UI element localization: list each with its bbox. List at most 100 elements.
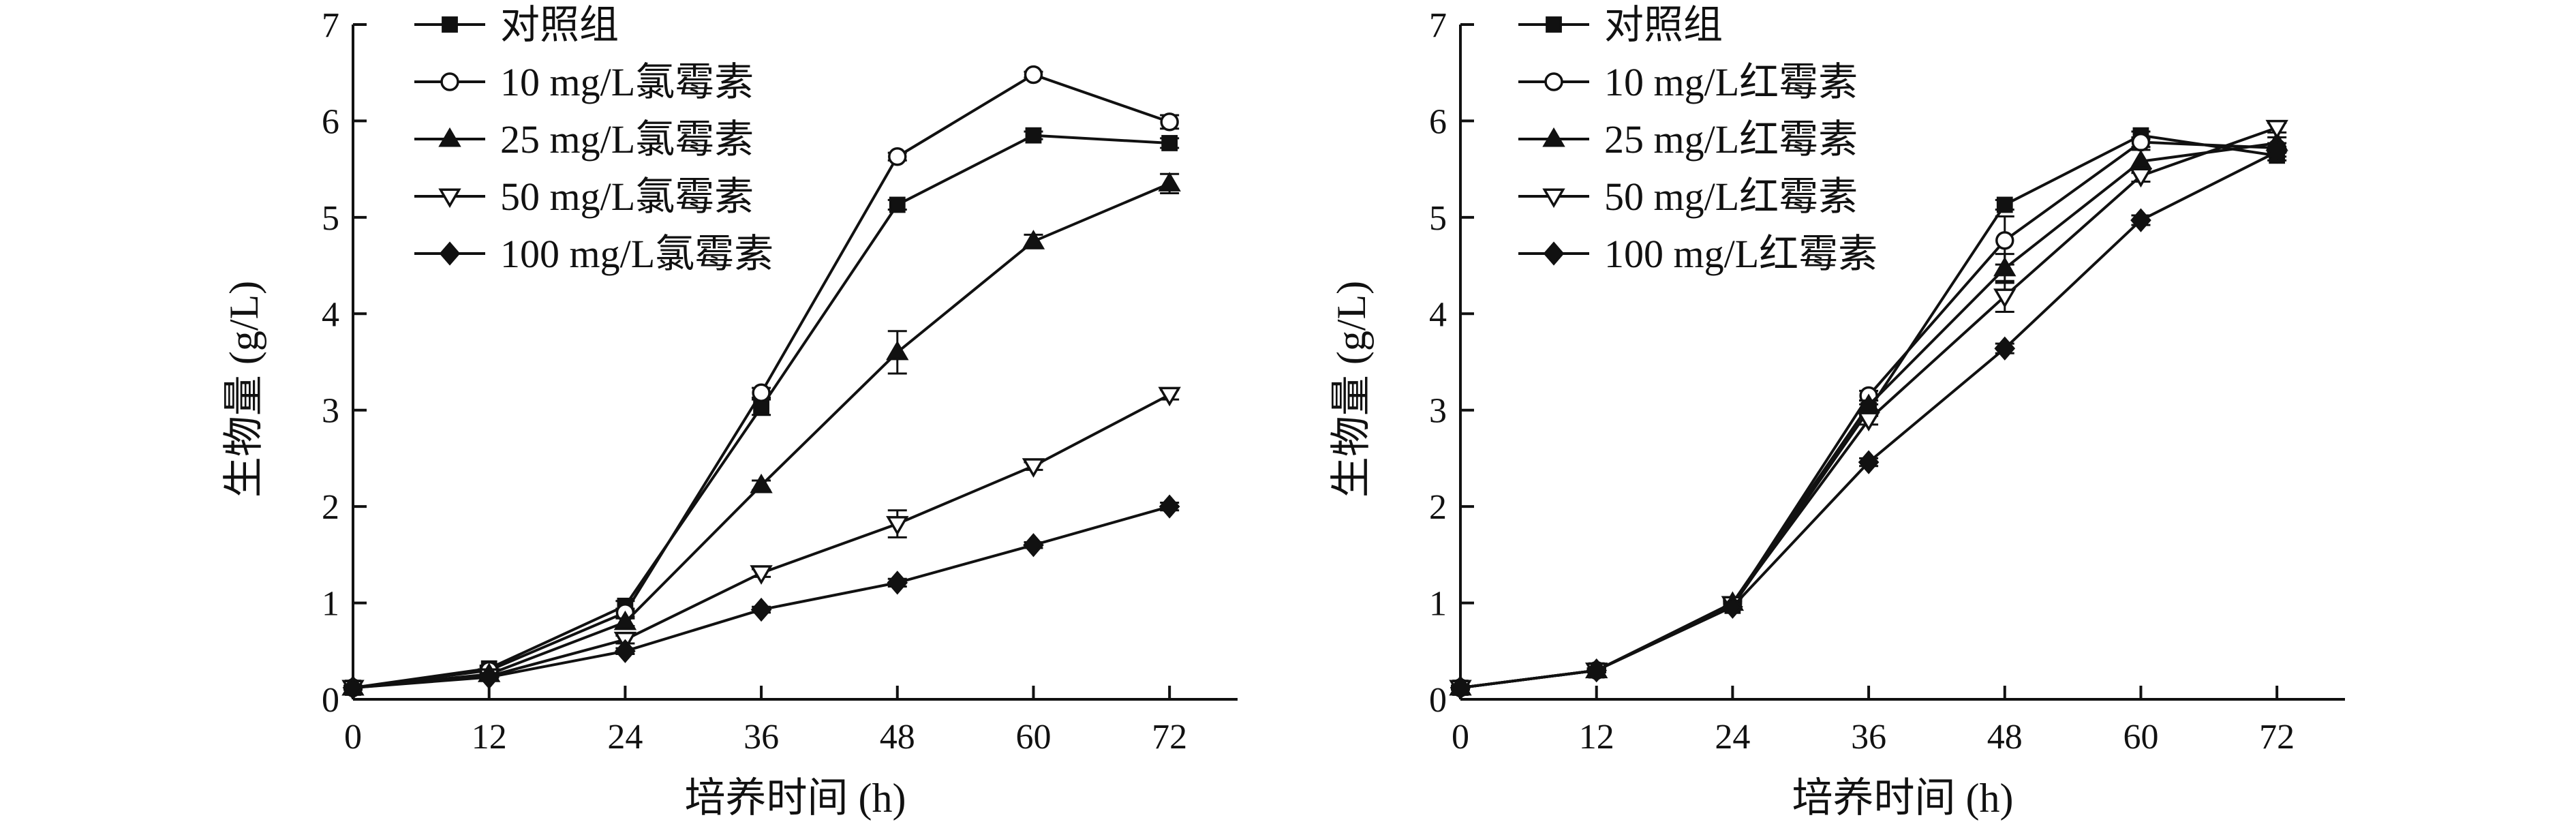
x-tick-label: 0 (344, 718, 362, 757)
data-point (889, 196, 906, 213)
y-tick-label: 3 (322, 392, 339, 431)
legend-label: 50 mg/L红霉素 (1604, 174, 1858, 219)
x-tick-label: 72 (1152, 718, 1187, 757)
legend-label: 对照组 (1604, 3, 1723, 47)
data-point (1995, 231, 2014, 250)
legend-label: 100 mg/L红霉素 (1604, 232, 1877, 276)
data-point (1857, 412, 1880, 431)
data-point (750, 473, 773, 493)
legend: 对照组 10 mg/L红霉素 25 mg/L红霉素 50 mg/L红霉素 100 mg/… (1518, 3, 1877, 276)
series-5 (1450, 140, 2288, 700)
data-point (752, 383, 771, 402)
legend-label: 10 mg/L红霉素 (1604, 60, 1858, 104)
legend-label: 25 mg/L红霉素 (1604, 117, 1858, 162)
legend-marker (1542, 188, 1565, 209)
legend-marker (1543, 241, 1565, 266)
x-tick-label: 60 (2123, 718, 2158, 757)
x-tick-label: 24 (1715, 718, 1750, 757)
data-point (888, 147, 907, 166)
data-point (1158, 386, 1181, 407)
y-tick-label: 2 (322, 488, 339, 527)
x-tick-label: 36 (1851, 718, 1886, 757)
x-axis-label: 培养时间 (h) (685, 776, 906, 821)
data-point (615, 639, 636, 663)
y-tick-label: 7 (1429, 6, 1447, 45)
data-point (750, 565, 773, 585)
x-tick-label: 48 (1987, 718, 2023, 757)
legend-marker (439, 241, 461, 266)
data-point (750, 597, 772, 622)
y-tick-label: 0 (322, 681, 339, 720)
y-tick-label: 3 (1429, 392, 1447, 431)
y-tick-label: 6 (1429, 102, 1447, 141)
y-tick-label: 5 (322, 199, 339, 238)
data-point (342, 675, 364, 700)
data-point (1160, 112, 1179, 132)
data-point (478, 665, 500, 690)
data-point (1996, 196, 2013, 213)
legend-marker (438, 127, 461, 147)
data-point (1161, 135, 1178, 151)
legend-label: 100 mg/L氯霉素 (500, 232, 773, 276)
series-line (352, 505, 1170, 690)
y-tick-label: 7 (322, 6, 339, 45)
data-point (2129, 168, 2153, 188)
x-tick-label: 60 (1015, 718, 1051, 757)
y-tick-label: 6 (322, 102, 339, 141)
legend-marker (440, 72, 459, 91)
y-tick-label: 4 (1429, 295, 1447, 334)
data-point (2266, 140, 2288, 164)
legend-label: 50 mg/L氯霉素 (500, 174, 754, 219)
x-tick-label: 12 (472, 718, 507, 757)
legend-marker (438, 188, 461, 209)
x-tick-label: 0 (1452, 718, 1469, 757)
x-tick-label: 24 (607, 718, 643, 757)
x-tick-label: 36 (743, 718, 779, 757)
data-point (613, 610, 637, 630)
series-4 (341, 386, 1181, 700)
y-tick-label: 4 (322, 295, 339, 334)
y-tick-label: 5 (1429, 199, 1447, 238)
data-point (1450, 675, 1471, 700)
data-point (1722, 594, 1743, 619)
data-point (1025, 127, 1042, 144)
x-tick-label: 48 (880, 718, 915, 757)
data-point (886, 516, 909, 536)
data-point (1024, 65, 1043, 85)
series-5 (342, 494, 1180, 700)
legend-label: 10 mg/L氯霉素 (500, 60, 754, 104)
data-point (2130, 208, 2151, 232)
y-axis-label: 生物量 (g/L) (1329, 281, 1374, 498)
legend-marker (1546, 16, 1562, 33)
legend-label: 25 mg/L氯霉素 (500, 117, 754, 162)
data-point (1994, 336, 2016, 361)
y-axis-label: 生物量 (g/L) (221, 281, 266, 498)
data-point (1022, 458, 1045, 478)
legend-marker (1544, 72, 1563, 91)
y-tick-label: 1 (322, 585, 339, 624)
data-point (1158, 172, 1181, 192)
data-point (887, 570, 908, 595)
x-axis-label: 培养时间 (h) (1792, 776, 2014, 821)
x-tick-label: 12 (1579, 718, 1614, 757)
legend: 对照组 10 mg/L氯霉素 25 mg/L氯霉素 50 mg/L氯霉素 100 mg/… (414, 3, 773, 276)
data-point (1586, 658, 1608, 683)
series-line (352, 73, 1170, 690)
legend-label: 对照组 (500, 3, 619, 47)
data-point (1023, 533, 1044, 558)
data-point (1022, 230, 1045, 249)
data-point (1993, 288, 2017, 308)
x-tick-label: 72 (2259, 718, 2295, 757)
data-point (2131, 132, 2151, 152)
data-point (886, 340, 909, 361)
y-tick-label: 1 (1429, 585, 1447, 624)
data-point (1159, 494, 1180, 519)
legend-marker (1542, 127, 1565, 147)
y-tick-label: 0 (1429, 681, 1447, 720)
legend-marker (442, 16, 458, 33)
data-point (1993, 256, 2017, 277)
